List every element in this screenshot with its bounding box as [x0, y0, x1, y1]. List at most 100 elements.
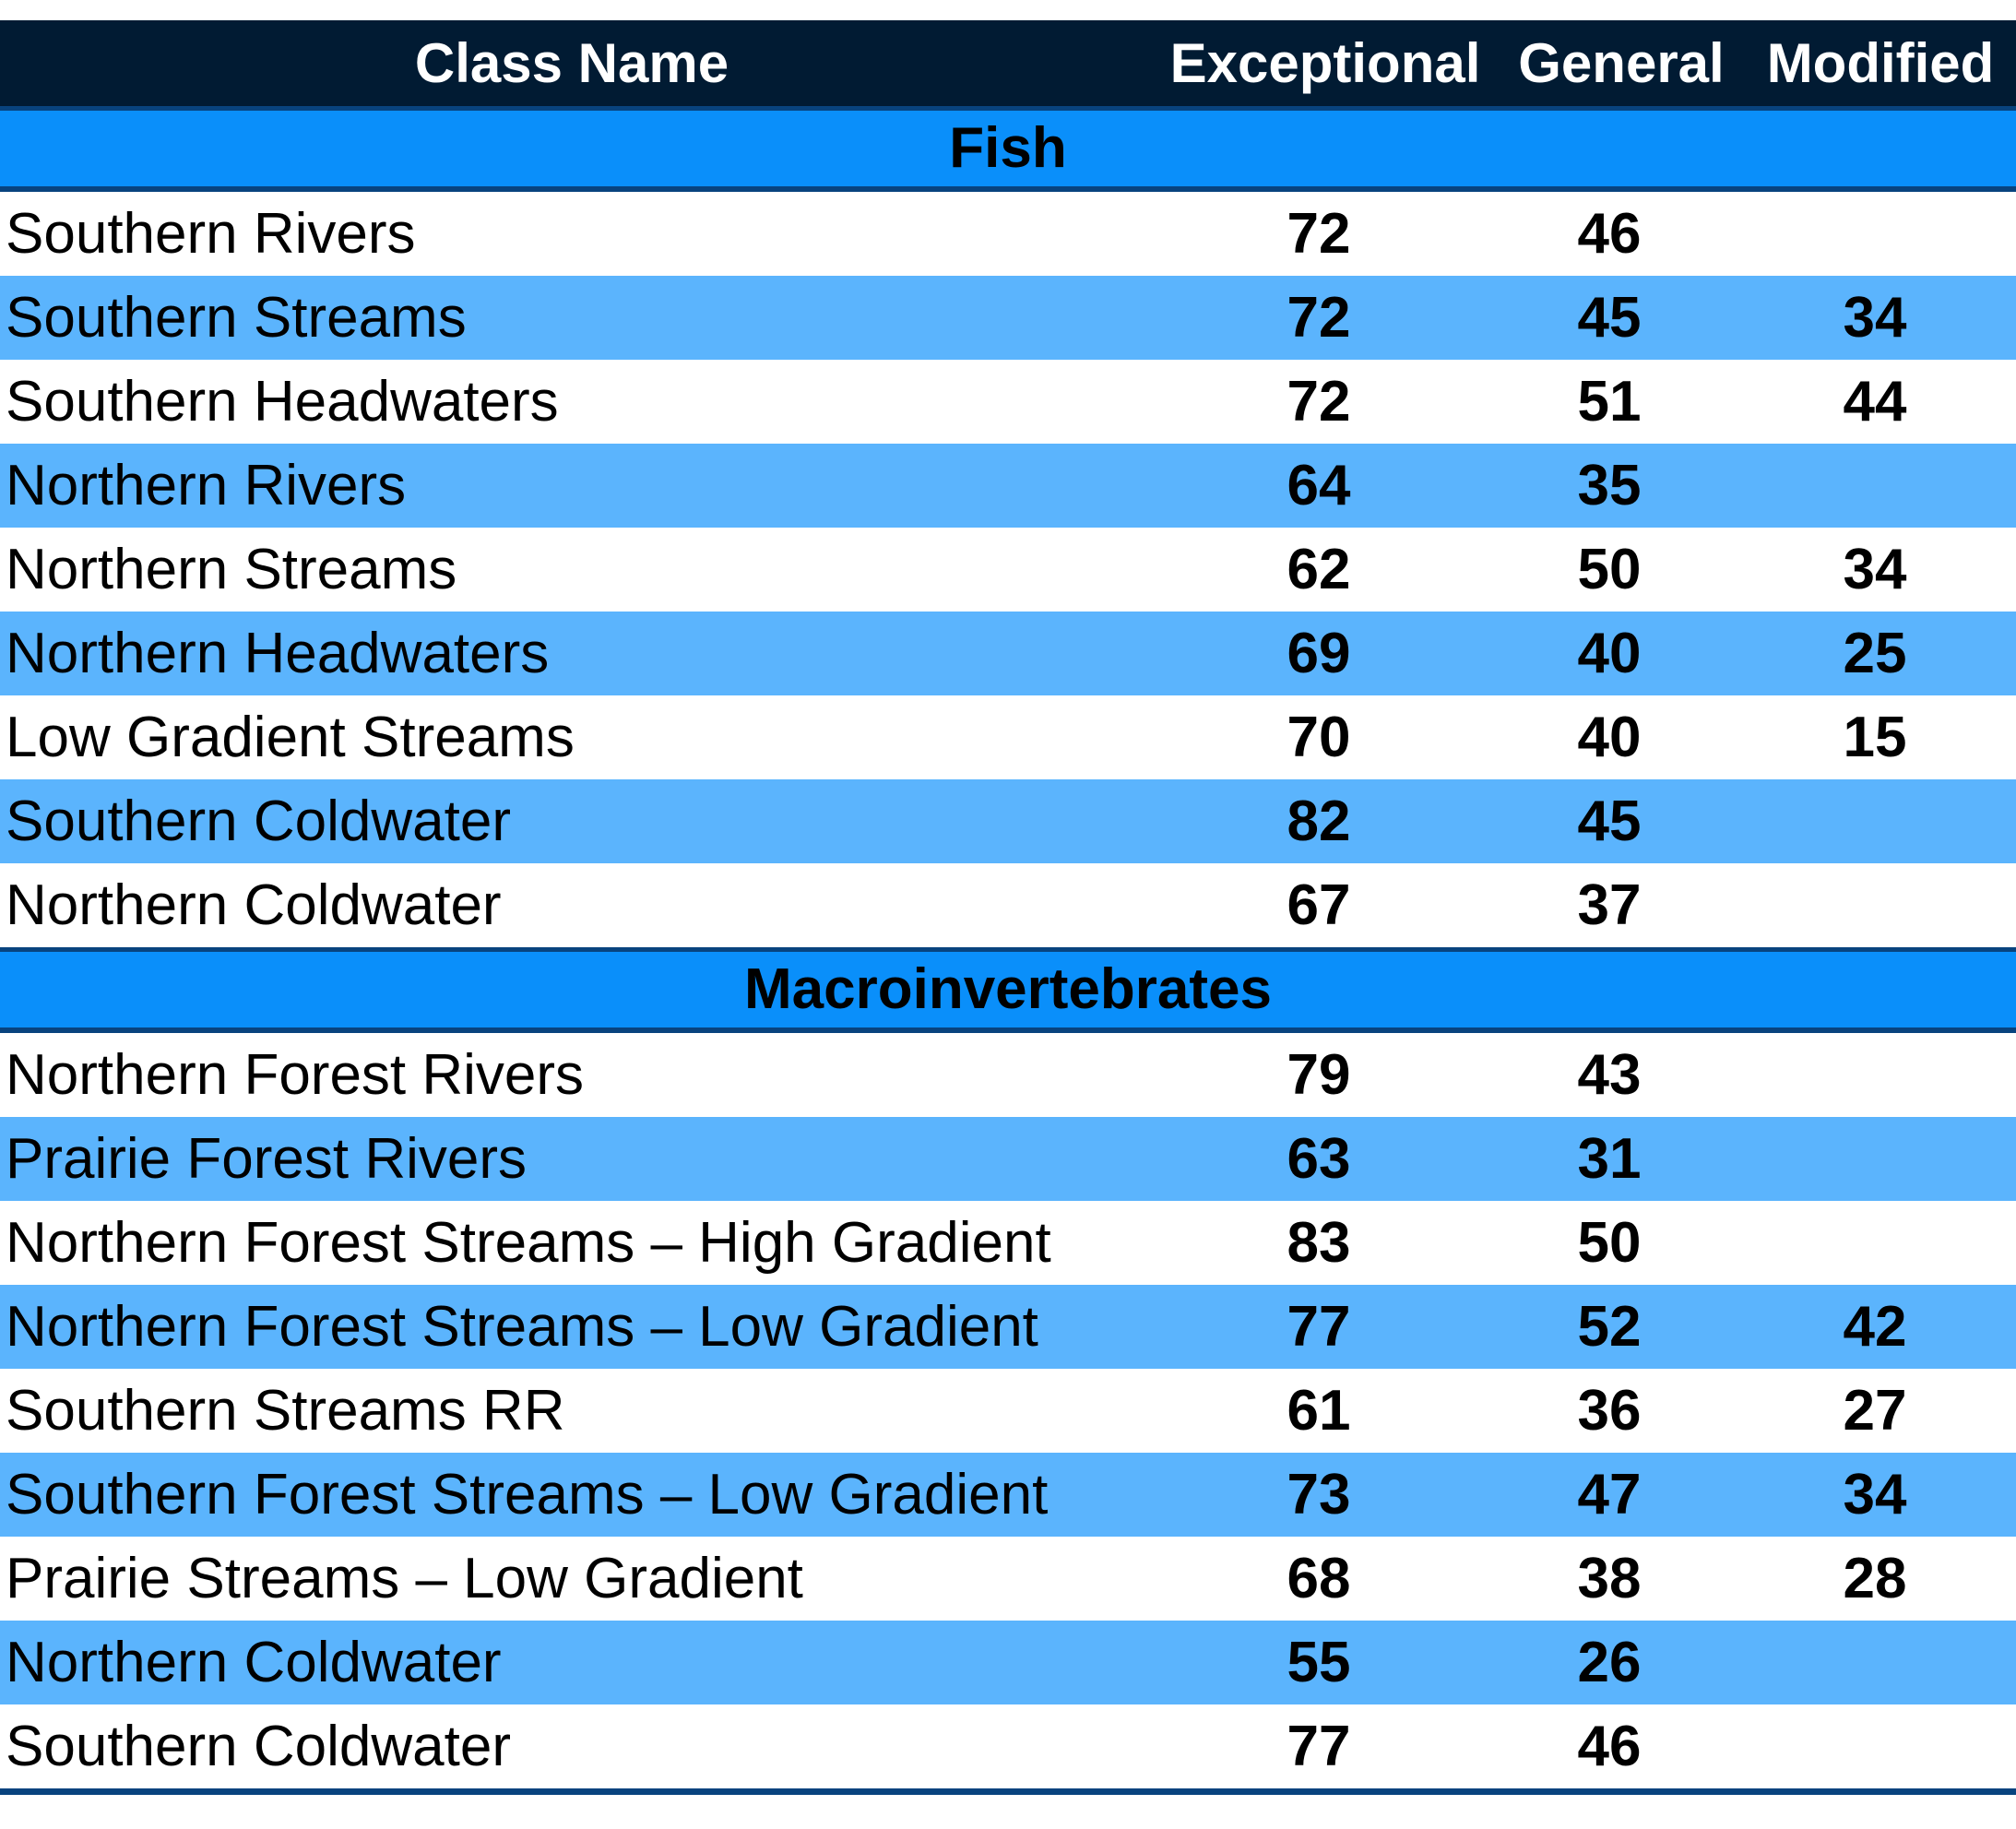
- table-row: Prairie Streams – Low Gradient 68 38 28: [0, 1537, 2016, 1621]
- row-class-name: Low Gradient Streams: [6, 706, 575, 769]
- header-general: General: [1518, 32, 1725, 94]
- header-class-name: Class Name: [414, 32, 729, 94]
- table-row: Southern Streams 72 45 34: [0, 276, 2016, 360]
- table-bottom-rule: [0, 1788, 2016, 1795]
- row-general-value: 51: [1577, 370, 1642, 433]
- table-row: Southern Coldwater 82 45: [0, 779, 2016, 863]
- row-class-name: Northern Coldwater: [6, 1631, 502, 1694]
- row-modified-value: 34: [1843, 286, 1907, 350]
- row-modified-value: [1734, 1033, 2016, 1117]
- row-general-value: 43: [1577, 1043, 1642, 1107]
- row-general-value: 46: [1577, 1715, 1642, 1778]
- row-general-value: 35: [1577, 454, 1642, 517]
- table-row: Southern Coldwater 77 46: [0, 1704, 2016, 1788]
- row-exceptional-value: 67: [1287, 873, 1351, 937]
- row-general-value: 52: [1577, 1295, 1642, 1359]
- row-modified-value: 28: [1843, 1547, 1907, 1610]
- row-modified-value: [1734, 1704, 2016, 1788]
- row-general-value: 40: [1577, 622, 1642, 685]
- table-row: Northern Rivers 64 35: [0, 444, 2016, 528]
- row-modified-value: [1734, 863, 2016, 947]
- row-class-name: Southern Coldwater: [6, 1715, 511, 1778]
- row-general-value: 46: [1577, 202, 1642, 266]
- row-general-value: 37: [1577, 873, 1642, 937]
- class-threshold-table: Class Name Exceptional General Modified …: [0, 20, 2016, 1795]
- row-modified-value: 25: [1843, 622, 1907, 685]
- row-class-name: Southern Forest Streams – Low Gradient: [6, 1463, 1049, 1526]
- row-modified-value: [1734, 779, 2016, 863]
- row-modified-value: 44: [1843, 370, 1907, 433]
- row-class-name: Prairie Forest Rivers: [6, 1127, 527, 1191]
- row-exceptional-value: 63: [1287, 1127, 1351, 1191]
- row-class-name: Southern Streams: [6, 286, 467, 350]
- row-exceptional-value: 61: [1287, 1379, 1351, 1443]
- header-exceptional: Exceptional: [1169, 32, 1481, 94]
- row-modified-value: 34: [1843, 538, 1907, 601]
- row-exceptional-value: 72: [1287, 370, 1351, 433]
- header-modified: Modified: [1766, 32, 1995, 94]
- group-header-row: Macroinvertebrates: [0, 947, 2016, 1033]
- row-modified-value: 34: [1843, 1463, 1907, 1526]
- row-exceptional-value: 79: [1287, 1043, 1351, 1107]
- row-general-value: 38: [1577, 1547, 1642, 1610]
- table-row: Northern Coldwater 55 26: [0, 1621, 2016, 1704]
- row-exceptional-value: 72: [1287, 286, 1351, 350]
- table-row: Prairie Forest Rivers 63 31: [0, 1117, 2016, 1201]
- row-class-name: Northern Rivers: [6, 454, 407, 517]
- row-exceptional-value: 77: [1287, 1715, 1351, 1778]
- group-title: Macroinvertebrates: [743, 957, 1273, 1021]
- table-row: Southern Rivers 72 46: [0, 192, 2016, 276]
- row-modified-value: [1734, 1621, 2016, 1704]
- row-class-name: Southern Rivers: [6, 202, 416, 266]
- row-exceptional-value: 73: [1287, 1463, 1351, 1526]
- row-modified-value: 42: [1843, 1295, 1907, 1359]
- row-exceptional-value: 64: [1287, 454, 1351, 517]
- row-exceptional-value: 77: [1287, 1295, 1351, 1359]
- row-general-value: 36: [1577, 1379, 1642, 1443]
- table-row: Northern Streams 62 50 34: [0, 528, 2016, 612]
- row-general-value: 50: [1577, 538, 1642, 601]
- row-modified-value: 15: [1843, 706, 1907, 769]
- table-row: Northern Headwaters 69 40 25: [0, 612, 2016, 695]
- row-modified-value: [1734, 1201, 2016, 1285]
- row-general-value: 47: [1577, 1463, 1642, 1526]
- row-exceptional-value: 82: [1287, 790, 1351, 853]
- row-modified-value: 27: [1843, 1379, 1907, 1443]
- row-class-name: Northern Forest Streams – High Gradient: [6, 1211, 1051, 1275]
- table-header: Class Name Exceptional General Modified: [0, 20, 2016, 106]
- row-modified-value: [1734, 192, 2016, 276]
- row-exceptional-value: 70: [1287, 706, 1351, 769]
- row-class-name: Northern Forest Rivers: [6, 1043, 585, 1107]
- row-class-name: Southern Headwaters: [6, 370, 559, 433]
- group-title: Fish: [949, 116, 1067, 180]
- group-header-row: Fish: [0, 106, 2016, 192]
- table-row: Northern Forest Rivers 79 43: [0, 1033, 2016, 1117]
- row-modified-value: [1734, 444, 2016, 528]
- row-modified-value: [1734, 1117, 2016, 1201]
- row-class-name: Northern Coldwater: [6, 873, 502, 937]
- row-general-value: 45: [1577, 286, 1642, 350]
- row-general-value: 50: [1577, 1211, 1642, 1275]
- row-class-name: Southern Streams RR: [6, 1379, 565, 1443]
- row-general-value: 45: [1577, 790, 1642, 853]
- row-class-name: Northern Forest Streams – Low Gradient: [6, 1295, 1038, 1359]
- row-general-value: 31: [1577, 1127, 1642, 1191]
- table-row: Low Gradient Streams 70 40 15: [0, 695, 2016, 779]
- row-class-name: Northern Streams: [6, 538, 457, 601]
- table-row: Southern Streams RR 61 36 27: [0, 1369, 2016, 1453]
- row-general-value: 40: [1577, 706, 1642, 769]
- row-class-name: Prairie Streams – Low Gradient: [6, 1547, 803, 1610]
- row-exceptional-value: 72: [1287, 202, 1351, 266]
- row-exceptional-value: 83: [1287, 1211, 1351, 1275]
- table-row: Southern Headwaters 72 51 44: [0, 360, 2016, 444]
- row-exceptional-value: 55: [1287, 1631, 1351, 1694]
- table-row: Northern Coldwater 67 37: [0, 863, 2016, 947]
- row-exceptional-value: 69: [1287, 622, 1351, 685]
- table-row: Southern Forest Streams – Low Gradient 73…: [0, 1453, 2016, 1537]
- table-row: Northern Forest Streams – Low Gradient 77…: [0, 1285, 2016, 1369]
- row-exceptional-value: 62: [1287, 538, 1351, 601]
- row-class-name: Northern Headwaters: [6, 622, 550, 685]
- table-row: Northern Forest Streams – High Gradient 8…: [0, 1201, 2016, 1285]
- table-body: Fish Southern Rivers 72 46 Southern Streams 7…: [0, 106, 2016, 1788]
- row-general-value: 26: [1577, 1631, 1642, 1694]
